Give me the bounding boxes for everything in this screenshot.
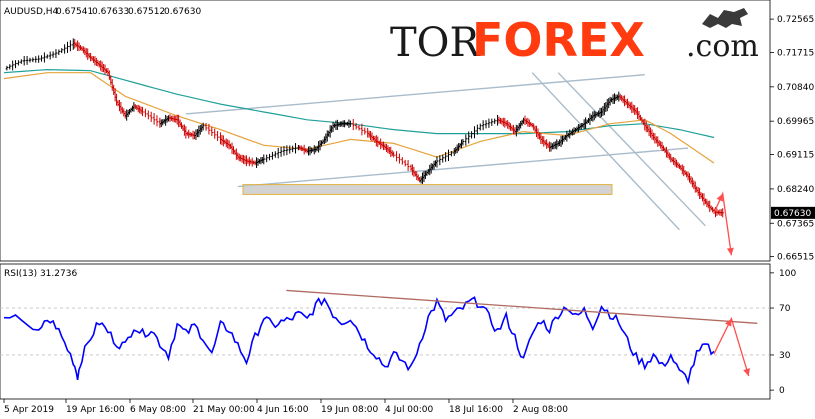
x-tick-label: 18 Jul 16:00 (449, 405, 503, 415)
down-channel-line-b (557, 72, 706, 227)
rsi-plot-area (0, 289, 770, 386)
ohlc-high: 0.67633 (92, 7, 129, 17)
down-channel-line-a (531, 72, 680, 231)
channel-lower-line (237, 147, 689, 188)
price-plot-area (3, 38, 734, 256)
x-tick-label: 19 Jun 08:00 (321, 405, 378, 415)
price-panel-header: AUDUSD,H4 (4, 7, 59, 17)
last-price-box (771, 206, 815, 219)
ohlc-open: 0.67541 (56, 7, 93, 17)
price-tick-label: 0.69115 (777, 151, 814, 161)
price-projection-arrow-mid-head (716, 193, 723, 202)
rsi-resistance-trendline (286, 289, 758, 324)
logo-forex-text: FOREX (472, 13, 645, 67)
x-tick-label: 6 May 08:00 (130, 405, 186, 415)
rsi-projection-arrow-head (743, 368, 750, 377)
rsi-tick-label: 70 (779, 304, 791, 314)
x-tick-label: 2 Aug 08:00 (513, 405, 568, 415)
torforex-logo: TOR FOREX .com (390, 8, 759, 67)
x-tick-label: 19 Apr 16:00 (66, 405, 125, 415)
x-tick-label: 21 May 00:00 (193, 405, 255, 415)
price-panel-frame (0, 0, 771, 262)
x-tick-label: 4 Jun 16:00 (257, 405, 309, 415)
rsi-tick-label: 100 (779, 269, 796, 279)
rsi-panel-frame (0, 263, 771, 400)
rsi-y-axis: 100 70 30 0 (770, 269, 796, 396)
rsi-projection-arrow-mid-head (725, 318, 732, 327)
ohlc-low: 0.67512 (128, 7, 165, 17)
ohlc-close: 0.67630 (164, 7, 201, 17)
logo-com-text: .com (686, 29, 759, 64)
rsi-tick-label: 0 (779, 386, 785, 396)
rsi-line (3, 296, 715, 386)
last-price-label: 0.67630 (774, 209, 811, 219)
rsi-projection-arrow (713, 316, 750, 377)
price-tick-label: 0.68240 (777, 185, 814, 195)
price-y-axis: 0.72565 0.71715 0.70840 0.69965 0.69115 0.682… (770, 15, 815, 263)
price-tick-label: 0.69965 (777, 117, 814, 127)
x-tick-label: 5 Apr 2019 (4, 405, 54, 415)
price-projection-arrow (713, 191, 733, 256)
logo-tor-text: TOR (390, 20, 481, 66)
support-zone (242, 184, 613, 195)
time-x-axis: 5 Apr 2019 19 Apr 16:00 6 May 08:00 21 May … (3, 399, 568, 415)
channel-upper-line (185, 73, 645, 115)
slow-moving-average-line (3, 68, 715, 139)
price-projection-arrow-head (726, 247, 734, 256)
x-tick-label: 4 Jul 00:00 (385, 405, 434, 415)
rsi-tick-label: 30 (779, 351, 791, 361)
price-tick-label: 0.66515 (777, 253, 814, 263)
price-tick-label: 0.71715 (777, 48, 814, 58)
bull-bear-icon (702, 8, 748, 28)
rsi-panel-header: RSI(13) 31.2736 (4, 269, 77, 279)
price-tick-label: 0.70840 (777, 83, 814, 93)
price-tick-label: 0.67365 (777, 219, 814, 229)
price-tick-label: 0.72565 (777, 15, 814, 25)
